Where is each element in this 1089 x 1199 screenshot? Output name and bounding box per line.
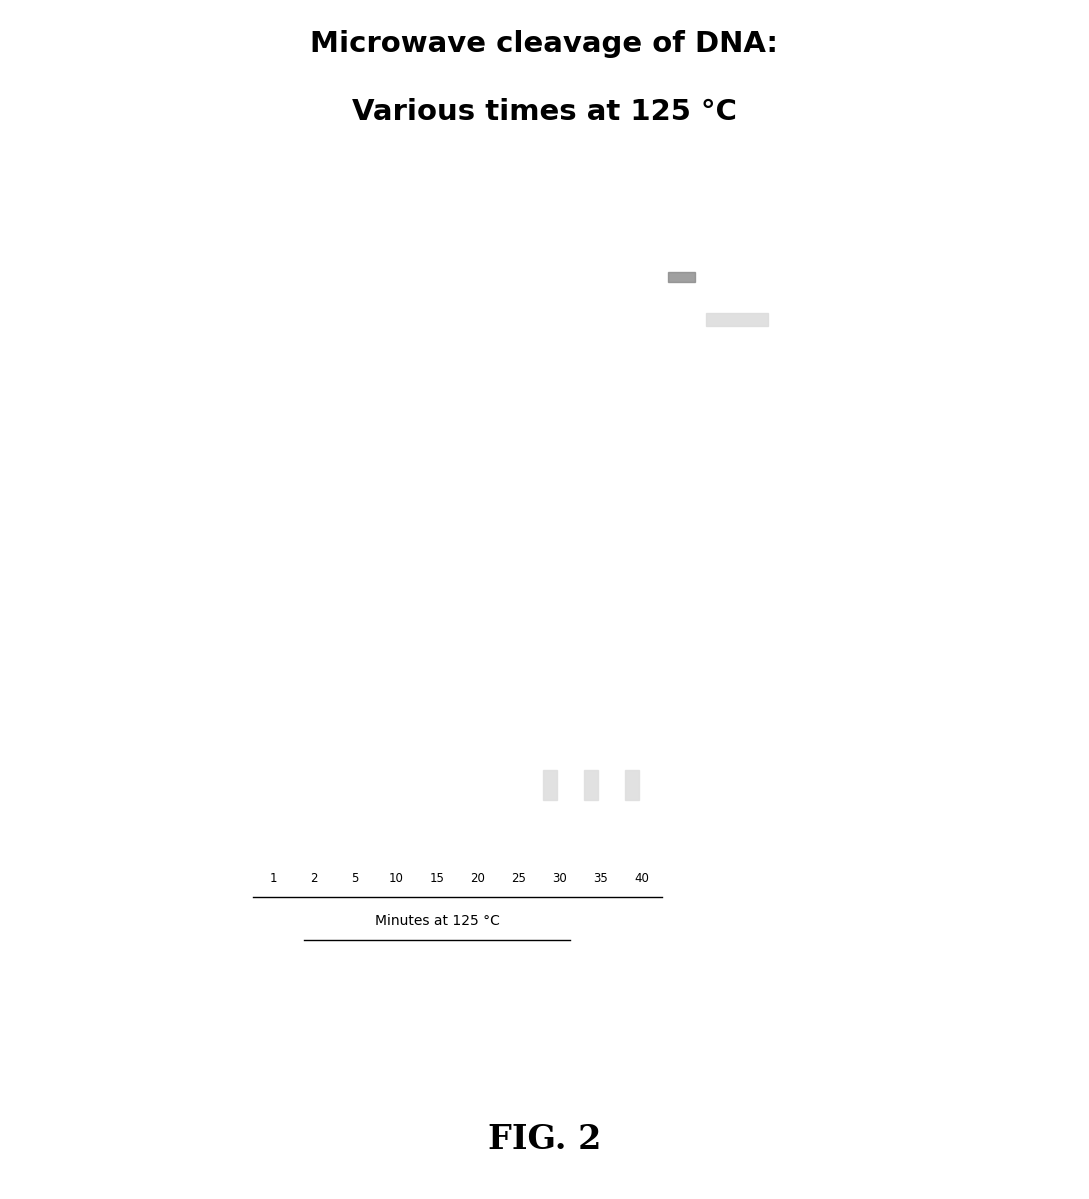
Bar — [707, 492, 768, 502]
Bar — [707, 683, 768, 693]
Bar — [338, 731, 348, 801]
Bar — [166, 695, 243, 705]
Bar — [665, 291, 698, 809]
Text: Minutes at 125 °C: Minutes at 125 °C — [375, 915, 500, 928]
Bar — [707, 457, 768, 468]
Text: Untreated control DNA: Untreated control DNA — [686, 224, 911, 270]
Bar — [166, 709, 243, 718]
Text: of the DNA to below 200 nt.: of the DNA to below 200 nt. — [53, 989, 359, 1008]
Bar — [166, 668, 243, 677]
Bar — [707, 422, 768, 434]
Bar — [707, 474, 768, 486]
Bar — [585, 770, 598, 801]
Text: 1: 1 — [269, 872, 277, 885]
Bar — [625, 770, 639, 801]
Text: 25: 25 — [512, 872, 526, 885]
Bar — [166, 681, 243, 691]
Text: 10: 10 — [389, 872, 404, 885]
Bar — [707, 440, 768, 451]
Bar — [297, 680, 308, 801]
Bar — [460, 766, 475, 801]
Bar — [166, 303, 243, 317]
Text: 35: 35 — [594, 872, 608, 885]
Text: 2: 2 — [310, 872, 318, 885]
Bar — [543, 770, 556, 801]
Bar — [711, 583, 762, 594]
Text: 15: 15 — [429, 872, 444, 885]
Bar — [665, 287, 698, 335]
Bar — [166, 338, 243, 351]
Text: 1300 nt: 1300 nt — [775, 453, 888, 466]
Bar — [255, 766, 270, 801]
Text: 23,000 nt: 23,000 nt — [775, 313, 901, 326]
Text: 40: 40 — [634, 872, 649, 885]
Bar — [540, 759, 562, 807]
Bar — [671, 305, 693, 779]
Bar — [707, 313, 768, 326]
Bar — [418, 766, 435, 801]
Bar — [166, 652, 243, 662]
Text: 5: 5 — [352, 872, 358, 885]
Bar — [707, 307, 768, 332]
Bar — [623, 766, 639, 801]
Bar — [582, 759, 602, 807]
Bar — [501, 766, 516, 801]
Bar — [669, 272, 695, 283]
Bar — [166, 320, 243, 335]
Bar — [707, 656, 768, 665]
Text: 200 nt: 200 nt — [775, 673, 880, 686]
Text: Various times at 125 °C: Various times at 125 °C — [352, 98, 737, 126]
Bar — [256, 456, 267, 801]
Text: 20: 20 — [470, 872, 486, 885]
Bar — [583, 766, 598, 801]
Text: FIG. 2: FIG. 2 — [488, 1123, 601, 1156]
Bar — [166, 465, 243, 477]
Bar — [337, 766, 353, 801]
Bar — [256, 610, 267, 801]
Text: Microwave cleavage of DNA:: Microwave cleavage of DNA: — [310, 30, 779, 58]
Bar — [622, 759, 644, 807]
Bar — [171, 736, 217, 796]
Bar — [378, 766, 393, 801]
Bar — [707, 697, 768, 706]
Bar — [541, 766, 558, 801]
Text: 500 nt: 500 nt — [775, 582, 880, 595]
Bar — [707, 669, 768, 679]
Bar — [296, 766, 311, 801]
Text: Even one minute at 125 °C in microwave reactor fragments most: Even one minute at 125 °C in microwave r… — [53, 946, 767, 965]
Text: 30: 30 — [552, 872, 567, 885]
